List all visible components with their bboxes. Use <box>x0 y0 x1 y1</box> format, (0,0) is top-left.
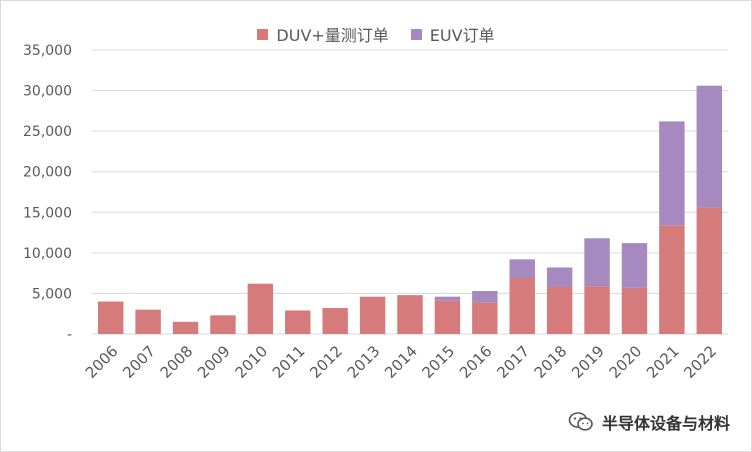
y-tick-label: - <box>67 327 72 343</box>
legend-swatch-duv <box>257 28 269 40</box>
bar-duv <box>210 315 236 334</box>
bar-euv <box>621 243 648 288</box>
x-tick-label: 2016 <box>456 342 496 382</box>
watermark: 半导体设备与材料 <box>568 410 730 434</box>
bar-euv <box>659 121 685 226</box>
x-tick-label: 2018 <box>531 342 571 382</box>
bar-duv <box>172 321 199 334</box>
bar-duv <box>584 286 610 334</box>
bar-euv <box>397 295 423 296</box>
bar-duv <box>322 308 348 334</box>
x-tick-label: 2008 <box>157 342 197 382</box>
bar-duv <box>97 301 124 334</box>
bar-duv <box>135 309 161 334</box>
y-tick-label: 35,000 <box>23 43 72 59</box>
y-tick-label: 20,000 <box>23 165 72 181</box>
legend-item-duv: DUV+量测订单 <box>257 22 389 46</box>
bar-duv <box>397 295 423 334</box>
bar-duv <box>285 310 311 334</box>
x-tick-label: 2012 <box>306 342 346 382</box>
bar-duv <box>546 286 573 334</box>
legend-item-euv: EUV订单 <box>410 22 495 46</box>
bar-duv <box>659 225 685 334</box>
y-tick-label: 5,000 <box>32 286 72 302</box>
bar-euv <box>584 238 610 287</box>
y-tick-label: 10,000 <box>23 246 72 262</box>
bar-euv <box>434 296 461 301</box>
x-tick-label: 2015 <box>419 342 459 382</box>
bar-euv <box>546 267 573 287</box>
y-tick-label: 30,000 <box>23 84 72 100</box>
bar-duv <box>434 300 461 334</box>
x-tick-label: 2007 <box>119 342 159 382</box>
x-tick-label: 2009 <box>194 342 234 382</box>
bar-duv <box>472 302 498 334</box>
bar-duv <box>359 296 386 334</box>
bar-duv <box>621 287 648 334</box>
wechat-icon <box>568 412 593 431</box>
chart-legend: DUV+量测订单 EUV订单 <box>0 22 752 46</box>
x-tick-label: 2013 <box>344 342 384 382</box>
x-tick-label: 2017 <box>493 342 533 382</box>
legend-label-duv: DUV+量测订单 <box>276 26 389 45</box>
x-tick-label: 2010 <box>231 342 271 382</box>
legend-label-euv: EUV订单 <box>429 26 495 45</box>
legend-swatch-euv <box>410 28 422 40</box>
x-tick-label: 2021 <box>643 342 683 382</box>
x-tick-label: 2014 <box>381 342 421 382</box>
x-tick-label: 2011 <box>269 342 309 382</box>
watermark-text: 半导体设备与材料 <box>601 414 730 433</box>
x-tick-label: 2022 <box>680 342 720 382</box>
bar-euv <box>696 85 723 208</box>
y-tick-label: 15,000 <box>23 205 72 221</box>
bar-euv <box>472 290 498 303</box>
bar-duv <box>247 283 274 334</box>
bar-duv <box>696 207 723 334</box>
x-tick-label: 2006 <box>82 342 122 382</box>
bar-euv <box>509 259 535 279</box>
x-tick-label: 2020 <box>606 342 646 382</box>
x-tick-label: 2019 <box>568 342 608 382</box>
y-tick-label: 25,000 <box>23 124 72 140</box>
bar-duv <box>509 278 535 334</box>
